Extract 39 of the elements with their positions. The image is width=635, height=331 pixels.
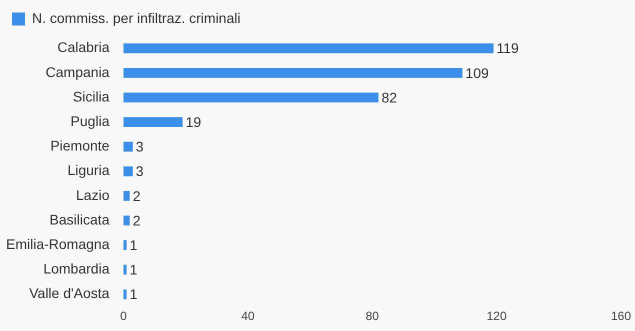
y-tick-label: Calabria [57, 39, 110, 56]
bar [123, 43, 494, 54]
bar [123, 117, 183, 128]
x-tick-label: 0 [120, 309, 128, 324]
legend-label: N. commiss. per infiltraz. criminali [32, 10, 240, 26]
x-tick-label: 80 [366, 309, 380, 324]
bar [123, 216, 130, 226]
x-tick-label: 160 [610, 309, 632, 324]
data-label: 3 [136, 163, 144, 180]
bar [123, 289, 127, 300]
bar [123, 240, 127, 250]
y-tick-label: Liguria [67, 162, 110, 178]
data-label: 109 [465, 64, 489, 81]
y-tick-label: Puglia [70, 112, 110, 129]
bar [123, 166, 133, 176]
data-label: 1 [130, 286, 138, 302]
data-label: 19 [186, 114, 202, 130]
x-tick-label: 40 [241, 309, 255, 324]
bar [123, 92, 378, 102]
x-tick-label: 120 [486, 309, 507, 324]
data-label: 1 [130, 236, 138, 253]
y-tick-label: Campania [46, 64, 110, 80]
y-tick-label: Valle d'Aosta [29, 285, 110, 302]
bar [123, 264, 127, 275]
y-tick-label: Lazio [76, 186, 110, 203]
y-tick-label: Sicilia [72, 88, 110, 104]
data-label: 1 [130, 262, 138, 278]
data-label: 2 [132, 212, 141, 228]
bar [123, 190, 130, 201]
data-label: 3 [136, 138, 144, 155]
bar [123, 68, 462, 78]
bar [123, 142, 133, 152]
data-label: 119 [496, 40, 520, 56]
y-tick-label: Emilia-Romagna [6, 236, 110, 252]
y-tick-label: Piemonte [50, 138, 110, 154]
y-tick-label: Lombardia [43, 260, 110, 277]
data-label: 82 [381, 89, 398, 106]
y-tick-label: Basilicata [50, 211, 110, 228]
data-label: 2 [132, 188, 141, 204]
